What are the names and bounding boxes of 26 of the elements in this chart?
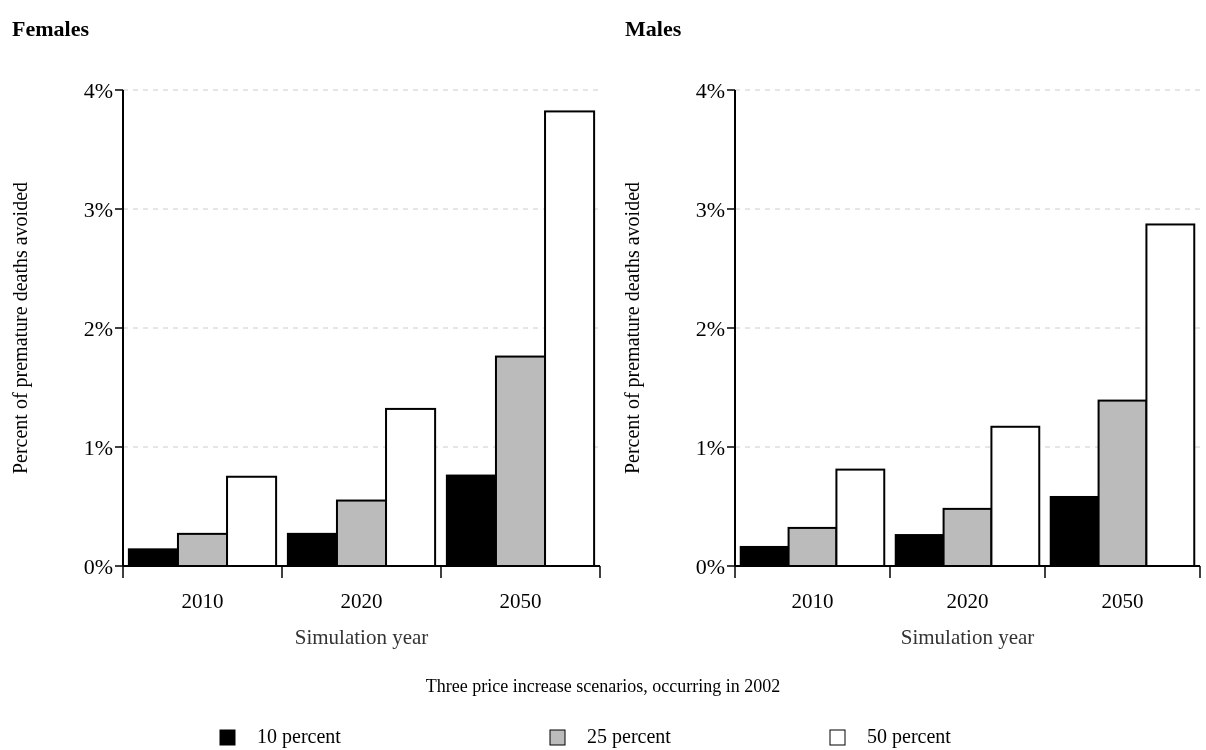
x-tick-label: 2020 — [340, 589, 383, 613]
y-axis-title: Percent of premature deaths avoided — [621, 181, 644, 475]
y-tick-label: 4% — [695, 77, 725, 103]
legend-title: Three price increase scenarios, occurring in 2002 — [425, 676, 781, 696]
legend-label: 10 percent — [257, 725, 342, 748]
chart-title: Males — [625, 16, 682, 41]
legend-label: 25 percent — [587, 725, 672, 748]
x-tick-label: 2050 — [499, 589, 542, 613]
y-tick-label: 2% — [695, 315, 725, 341]
y-axis-title: Percent of premature deaths avoided — [9, 181, 32, 475]
y-tick-label: 3% — [83, 196, 113, 222]
x-tick-label: 2050 — [1101, 589, 1144, 613]
x-tick-label: 2020 — [946, 589, 989, 613]
y-tick-label: 4% — [83, 77, 113, 103]
y-tick-label: 0% — [83, 553, 113, 579]
x-axis-title: Simulation year — [294, 625, 429, 649]
y-tick-label: 1% — [695, 434, 725, 460]
y-tick-label: 3% — [695, 196, 725, 222]
legend-label: 50 percent — [867, 725, 952, 748]
x-tick-label: 2010 — [791, 589, 834, 613]
x-tick-label: 2010 — [181, 589, 224, 613]
x-axis-title: Simulation year — [900, 625, 1035, 649]
y-tick-label: 2% — [83, 315, 113, 341]
y-tick-label: 1% — [83, 434, 113, 460]
chart-title: Females — [12, 16, 90, 41]
y-tick-label: 0% — [695, 553, 725, 579]
